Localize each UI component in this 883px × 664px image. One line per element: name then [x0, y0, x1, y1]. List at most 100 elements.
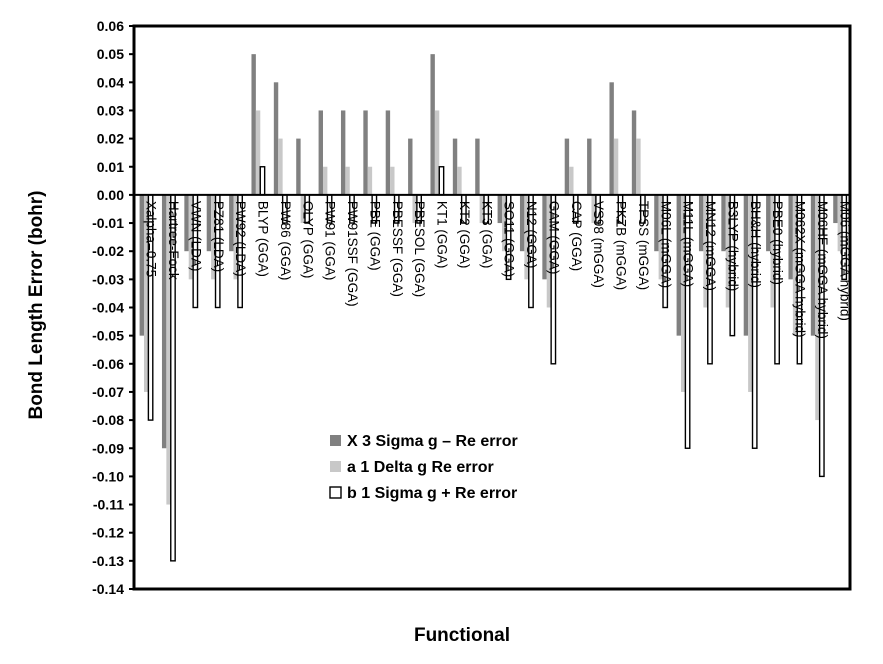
category-label: CAP (GGA)	[569, 201, 584, 271]
bar-x3sigmag	[452, 138, 458, 195]
bar-b1sigmag	[259, 166, 266, 196]
category-label: PBESOL (GGA)	[412, 201, 427, 297]
y-tick-label: -0.11	[93, 497, 124, 513]
bar-a1deltag	[367, 166, 373, 195]
x-axis-title: Functional	[414, 625, 510, 646]
bar-x3sigmag	[519, 194, 525, 252]
bar-x3sigmag	[184, 194, 189, 252]
category-labels-group: Xalpha=0.75 Hartree-Fock VWN (LDA) PZ81 (LD…	[144, 201, 853, 339]
bar-x3sigmag	[318, 110, 323, 195]
category-label: KT1 (GGA)	[435, 201, 450, 269]
category-label: M06L (mGGA)	[658, 201, 673, 288]
bar-x3sigmag	[206, 194, 212, 252]
category-label: PBESSF (GGA)	[390, 201, 405, 297]
category-label: KT2 (GGA)	[457, 201, 472, 269]
bar-a1deltag	[233, 194, 238, 280]
y-tick-label: 0.01	[97, 159, 124, 175]
bar-a1deltag	[792, 194, 798, 336]
y-tick-label: -0.12	[92, 525, 124, 541]
bar-x3sigmag	[587, 138, 592, 195]
bar-x3sigmag	[631, 110, 637, 195]
legend-swatch	[330, 461, 341, 472]
category-label: MN12 (mGGA)	[703, 201, 718, 291]
legend: X 3 Sigma g – Re error a 1 Delta g Re err…	[329, 433, 518, 502]
bar-x3sigmag	[229, 194, 234, 252]
bar-x3sigmag	[296, 138, 301, 195]
bar-x3sigmag	[161, 194, 167, 449]
legend-label: X 3 Sigma g – Re error	[347, 433, 518, 450]
category-label: PKZB (mGGA)	[614, 201, 629, 290]
bar-a1deltag	[815, 194, 820, 421]
y-tick-label: 0.04	[97, 74, 124, 90]
y-tick-label: 0.05	[97, 46, 124, 62]
category-label: PW91 (GGA)	[323, 201, 338, 281]
bar-a1deltag	[680, 194, 686, 392]
legend-swatch	[329, 486, 342, 499]
category-label: BH&H (hybrid)	[748, 201, 763, 288]
category-label: SO11 (GGA)	[502, 201, 517, 277]
category-label: VS98 (mGGA)	[591, 201, 606, 288]
category-label: M062X (mGGA hybrid)	[793, 201, 808, 338]
y-tick-label: -0.14	[92, 581, 124, 597]
y-tick-label: -0.06	[92, 356, 124, 372]
bar-a1deltag	[658, 194, 664, 280]
y-tick-label: -0.13	[92, 553, 124, 569]
bar-x3sigmag	[609, 82, 614, 195]
bar-a1deltag	[166, 194, 171, 505]
y-axis-ticks-group: 0.06 0.05 0.04 0.03 0.02 0.01 0.00 -0.01 -0.02 -0…	[92, 18, 134, 597]
bar-a1deltag	[345, 166, 350, 195]
bar-a1deltag	[837, 194, 843, 252]
bar-a1deltag	[390, 166, 395, 195]
bar-x3sigmag	[743, 194, 749, 336]
category-label: N12 (GGA)	[524, 201, 539, 269]
y-tick-label: 0.06	[97, 18, 124, 34]
category-label: M06HF (mGGA hybrid)	[815, 201, 830, 339]
bar-x3sigmag	[497, 194, 502, 224]
category-label: OLYP (GGA)	[300, 201, 315, 279]
bar-x3sigmag	[698, 194, 704, 252]
y-tick-label: -0.01	[92, 215, 124, 231]
y-tick-label: -0.07	[92, 384, 124, 400]
bar-a1deltag	[591, 194, 596, 224]
bar-a1deltag	[457, 166, 462, 195]
bar-x3sigmag	[676, 194, 681, 336]
y-tick-label: -0.09	[92, 440, 124, 456]
y-tick-label: 0.00	[97, 187, 124, 203]
bar-a1deltag	[725, 194, 731, 308]
category-label: PBE (GGA)	[367, 201, 382, 271]
category-label: KT3 (GGA)	[479, 201, 494, 269]
bar-a1deltag	[300, 194, 306, 224]
category-label: Xalpha=0.75	[144, 201, 159, 277]
y-tick-label: -0.04	[92, 300, 124, 316]
category-label: PW91SSF (GGA)	[345, 201, 360, 307]
category-label: M11L (mGGA)	[681, 201, 696, 287]
bar-x3sigmag	[766, 194, 771, 252]
bar-b1sigmag	[438, 166, 445, 196]
bar-a1deltag	[748, 194, 753, 392]
category-label: PBE0 (hybrid)	[770, 201, 785, 285]
bar-x3sigmag	[542, 194, 547, 280]
bar-a1deltag	[188, 194, 194, 280]
bar-x3sigmag	[564, 138, 570, 195]
category-label: PZ81 (LDA)	[211, 201, 226, 272]
bar-a1deltag	[524, 194, 529, 280]
bar-x3sigmag	[430, 54, 435, 195]
category-label: B3LYP (hybrid)	[725, 201, 740, 291]
bars-group	[139, 54, 848, 562]
bar-x3sigmag	[340, 110, 346, 195]
y-axis-title: Bond Length Error (bohr)	[26, 190, 47, 419]
bar-a1deltag	[322, 166, 328, 195]
bar-x3sigmag	[721, 194, 726, 252]
bar-a1deltag	[211, 194, 216, 280]
bar-x3sigmag	[408, 138, 413, 195]
y-tick-label: 0.02	[97, 131, 124, 147]
category-label: PW92 (LDA)	[233, 201, 248, 277]
legend-label: b 1 Sigma g + Re error	[347, 485, 517, 502]
bar-a1deltag	[501, 194, 507, 252]
bar-a1deltag	[434, 110, 440, 195]
bar-x3sigmag	[251, 54, 256, 195]
legend-swatch	[330, 435, 341, 446]
bar-a1deltag	[278, 138, 283, 195]
category-label: TPSS (mGGA)	[636, 201, 651, 290]
